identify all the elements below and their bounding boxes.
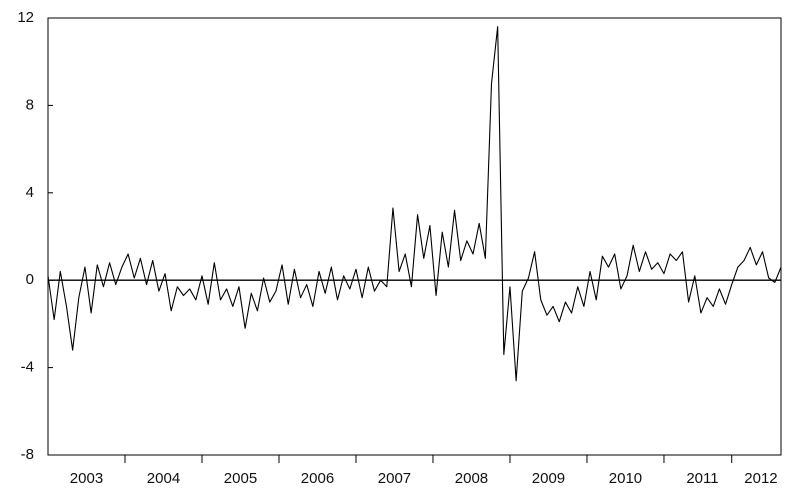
- x-tick-label: 2009: [532, 470, 565, 487]
- x-tick-label: 2008: [455, 470, 488, 487]
- x-tick-label: 2006: [301, 470, 334, 487]
- series-line: [47, 26, 782, 382]
- x-tick-label: 2003: [70, 470, 103, 487]
- y-tick-label: 4: [26, 184, 34, 201]
- y-tick-label: 0: [26, 271, 34, 288]
- y-tick-label: -8: [21, 446, 34, 463]
- y-tick-label: 12: [17, 9, 34, 26]
- x-tick-label: 2004: [147, 470, 180, 487]
- plot-frame: [47, 17, 782, 456]
- x-tick-label: 2012: [744, 470, 777, 487]
- x-tick-label: 2011: [686, 470, 718, 487]
- x-tick-label: 2005: [224, 470, 257, 487]
- y-tick-label: -4: [21, 359, 34, 376]
- x-tick-label: 2007: [378, 470, 411, 487]
- x-tick-label: 2010: [609, 470, 642, 487]
- y-tick-label: 8: [26, 96, 34, 113]
